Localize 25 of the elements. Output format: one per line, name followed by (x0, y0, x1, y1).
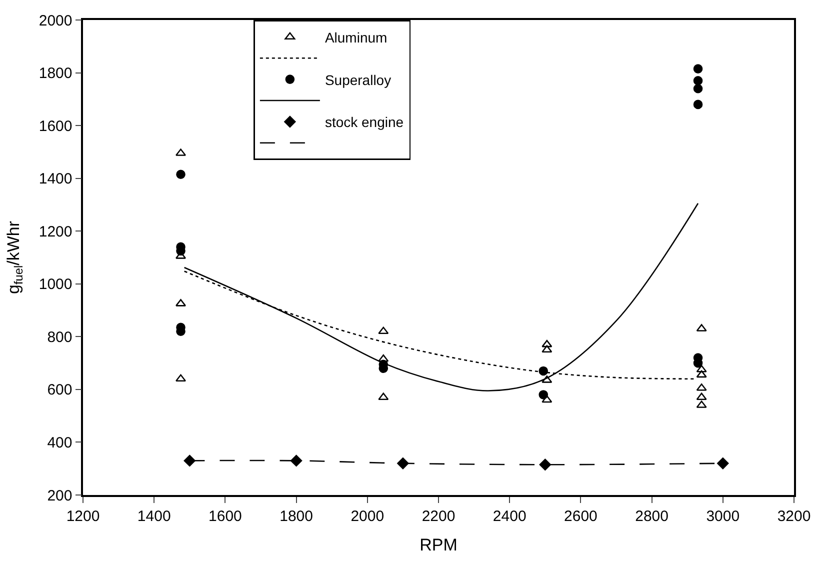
x-tick-label: 2200 (422, 508, 456, 525)
x-axis-title: RPM (420, 536, 458, 555)
x-tick-label: 2600 (564, 508, 598, 525)
x-tick-label: 1400 (137, 508, 171, 525)
legend-label: Superalloy (324, 72, 392, 88)
legend-label: Aluminum (324, 29, 388, 46)
y-tick-label: 1200 (38, 223, 72, 240)
y-tick-label: 1600 (38, 118, 72, 135)
y-tick-label: 1000 (38, 276, 72, 294)
y-tick-label: 2000 (38, 12, 72, 30)
x-tick-label: 3000 (706, 508, 740, 525)
y-tick-label: 1800 (38, 65, 72, 82)
y-tick-label: 600 (47, 382, 72, 399)
y-tick-label: 1400 (38, 170, 72, 188)
y-tick-label: 400 (47, 434, 72, 452)
x-tick-label: 2000 (350, 508, 384, 525)
y-tick-label: 200 (47, 487, 72, 504)
legend-label: stock engine (324, 114, 404, 130)
x-tick-label: 2400 (492, 508, 526, 525)
x-tick-label: 1200 (66, 508, 100, 525)
x-tick-label: 2800 (635, 508, 668, 525)
y-tick-label: 800 (47, 328, 72, 346)
x-tick-label: 1600 (208, 508, 242, 525)
x-tick-label: 3200 (777, 508, 811, 525)
x-tick-label: 1800 (280, 508, 313, 525)
